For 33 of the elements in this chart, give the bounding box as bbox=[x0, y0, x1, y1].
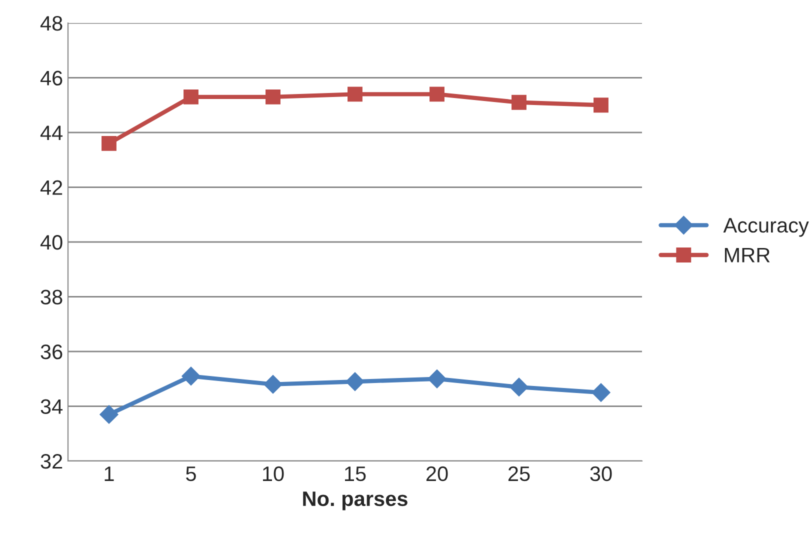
x-tick-label: 20 bbox=[426, 466, 448, 482]
x-axis-title: No. parses bbox=[303, 492, 408, 510]
point bbox=[102, 136, 116, 151]
point bbox=[184, 89, 198, 104]
y-tick-label: 32 bbox=[40, 454, 62, 469]
point bbox=[430, 86, 444, 102]
point bbox=[346, 372, 364, 391]
point bbox=[512, 94, 526, 110]
point bbox=[182, 366, 200, 386]
point bbox=[266, 89, 280, 104]
point bbox=[510, 378, 528, 396]
x-tick-label: 1 bbox=[104, 466, 114, 481]
x-tick-label: 25 bbox=[508, 466, 530, 482]
legend-label: Accuracy bbox=[723, 218, 809, 237]
x-tick-label: 15 bbox=[345, 466, 366, 482]
point bbox=[594, 98, 608, 113]
x-tick-label: 10 bbox=[263, 466, 284, 482]
y-tick-label: 38 bbox=[40, 290, 62, 305]
x-tick-label: 5 bbox=[186, 466, 196, 482]
y-tick-label: 48 bbox=[40, 16, 62, 31]
point bbox=[348, 86, 362, 102]
point bbox=[100, 405, 118, 424]
y-tick-label: 42 bbox=[40, 180, 62, 195]
legend-label: MRR bbox=[724, 248, 770, 262]
y-tick-label: 46 bbox=[40, 70, 62, 86]
y-tick-label: 36 bbox=[40, 344, 62, 360]
y-tick-label: 40 bbox=[40, 235, 62, 250]
y-tick-label: 34 bbox=[40, 399, 63, 414]
y-tick-label: 44 bbox=[40, 126, 63, 140]
point bbox=[264, 374, 282, 394]
x-tick-label: 30 bbox=[590, 466, 612, 482]
point bbox=[592, 383, 610, 402]
point bbox=[428, 370, 446, 388]
